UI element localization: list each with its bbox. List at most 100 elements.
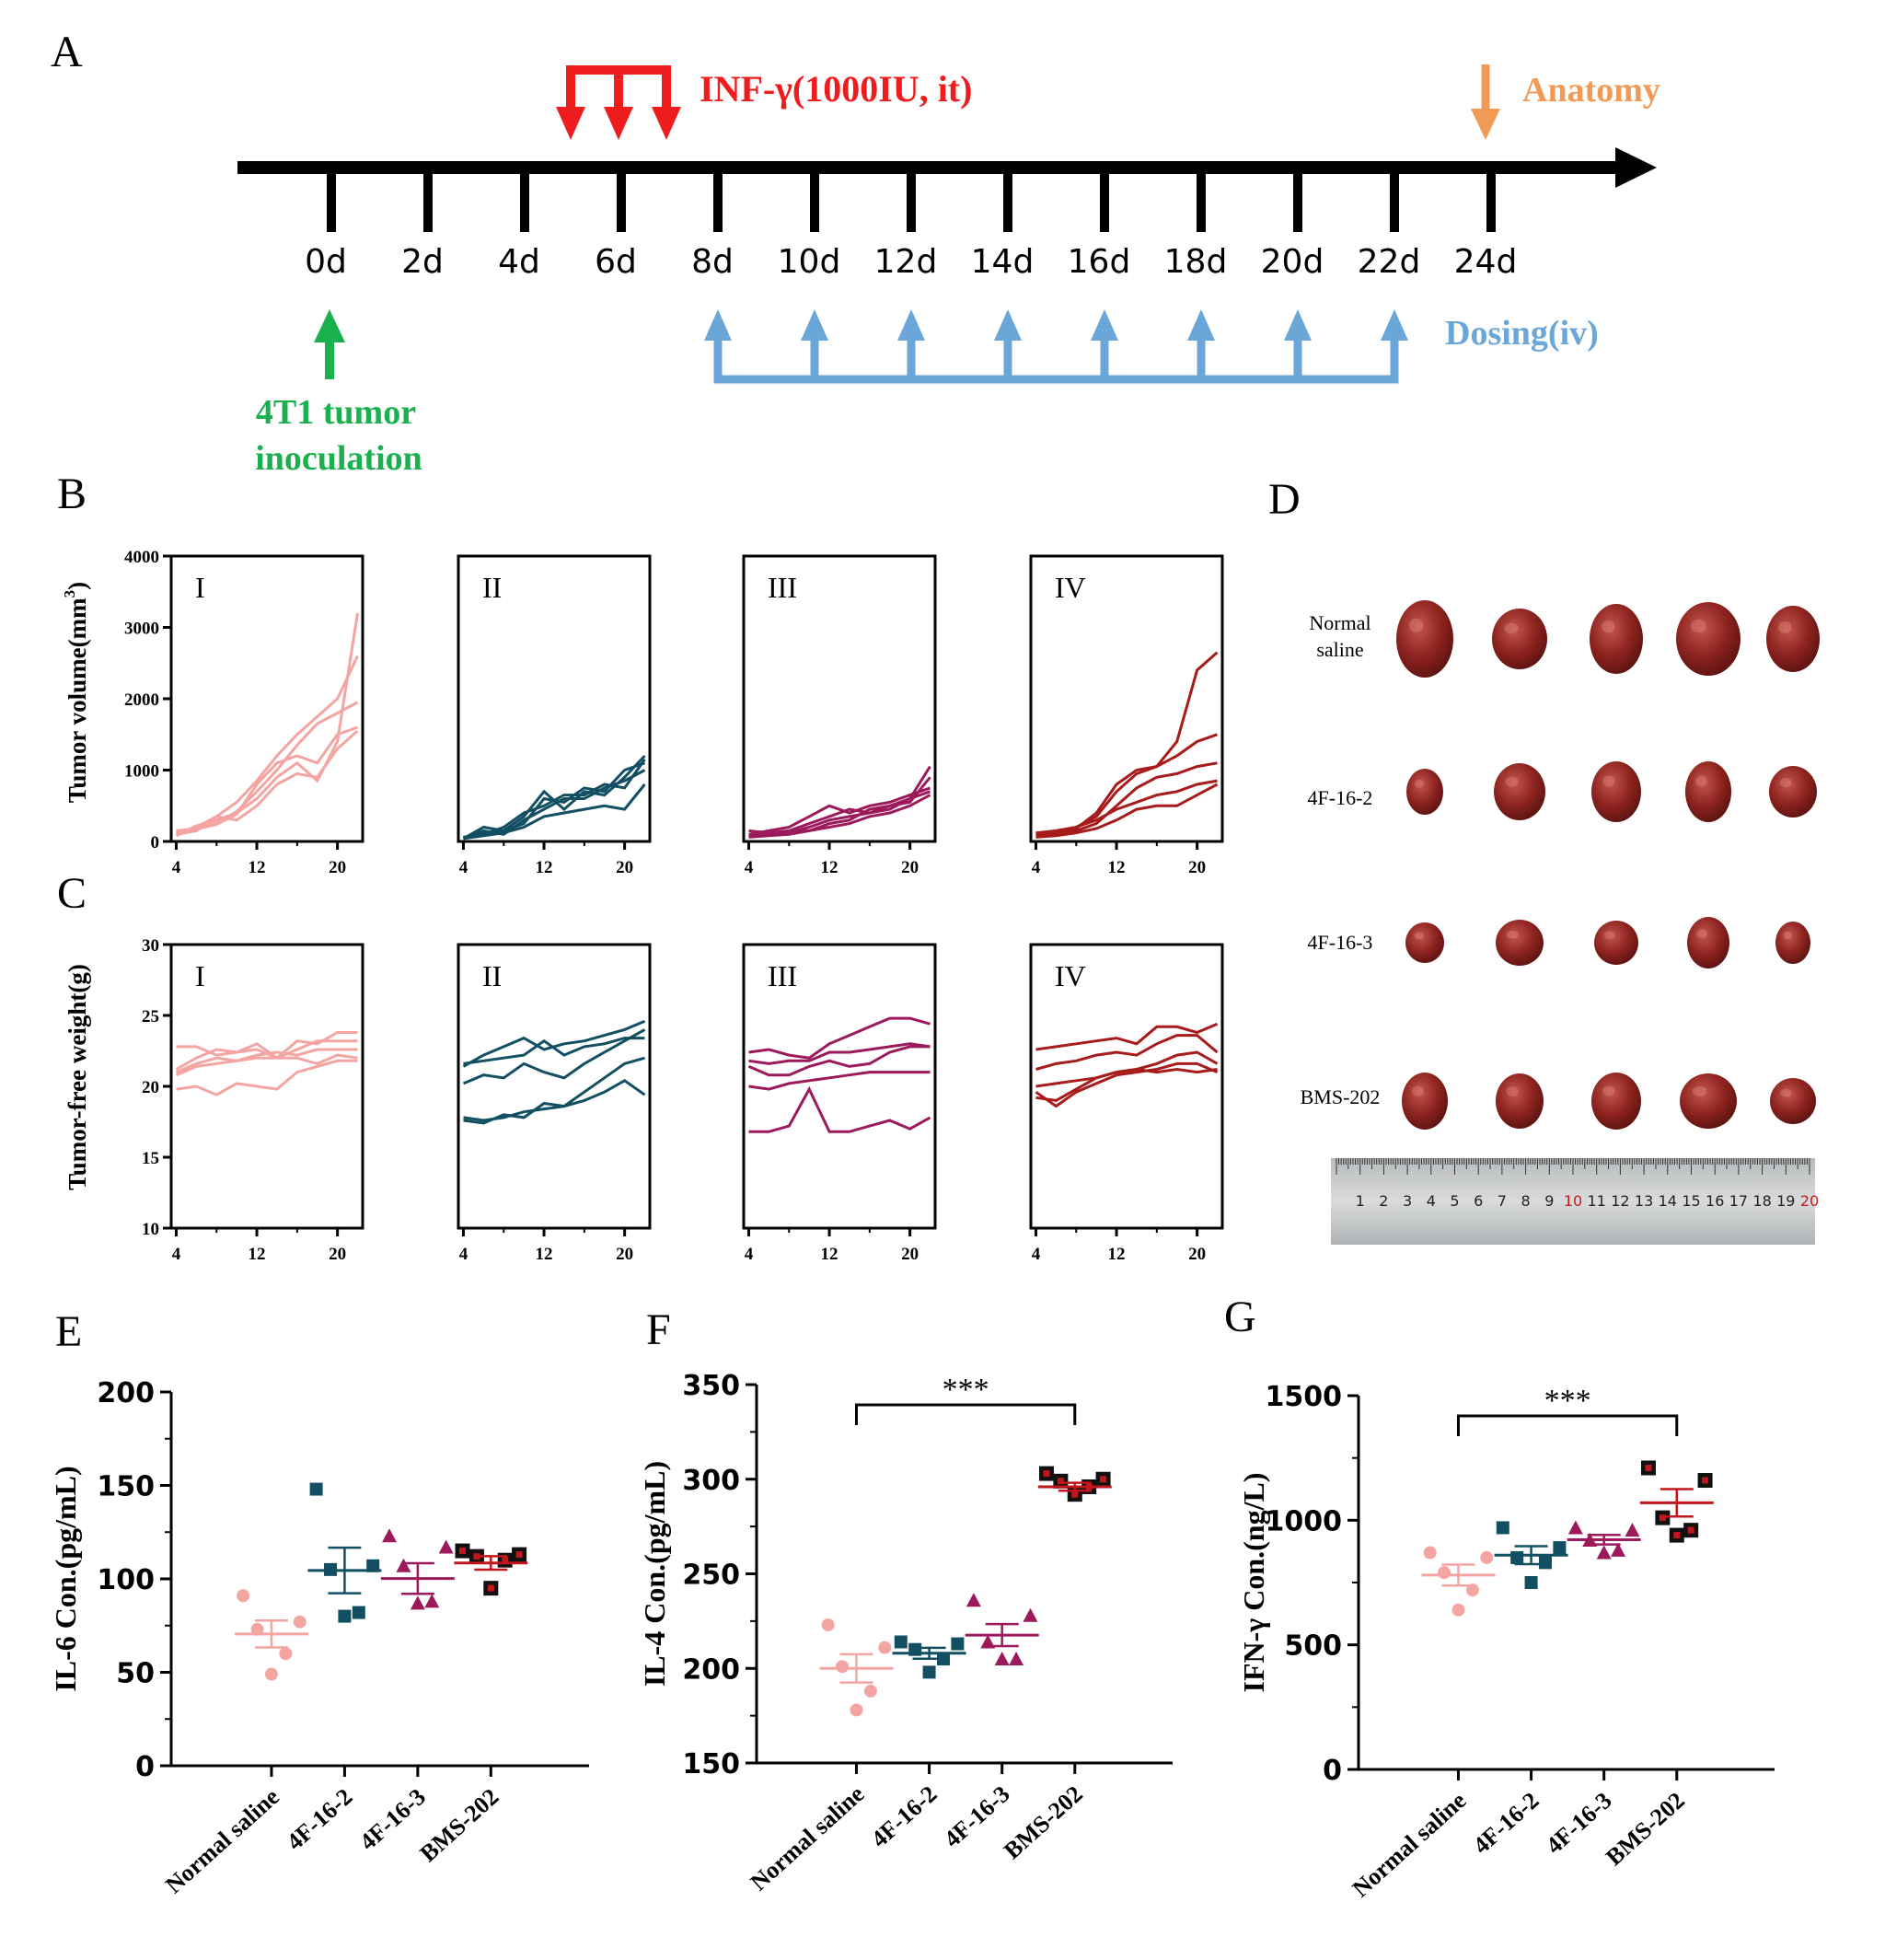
inoculation-arrow <box>314 309 345 379</box>
tumor-highlight <box>1690 619 1707 633</box>
data-point <box>1553 1541 1567 1555</box>
series-line-4 <box>176 729 359 836</box>
tumor-highlight <box>1779 778 1792 788</box>
x-tick-label: 12 <box>821 858 838 877</box>
ruler-number: 14 <box>1659 1192 1677 1210</box>
series-line-5 <box>176 725 359 833</box>
data-point <box>1423 1546 1437 1560</box>
growth-chart-weight-III: III 4 12 20 <box>742 943 937 1264</box>
tumor-specimen <box>1402 1073 1448 1130</box>
category-label: Normal saline <box>160 1783 284 1898</box>
dosing-arrowhead <box>704 309 732 341</box>
cytokine-chart-F: 150 200 250 300 350 IL-4 Con.(pg/mL) Normal sa… <box>638 1370 1173 1896</box>
ruler-number: 18 <box>1752 1192 1771 1210</box>
y-tick-label: 3000 <box>124 620 159 639</box>
series-line-5 <box>1035 1067 1218 1102</box>
growth-chart-volume-II: II 4 12 20 <box>457 554 652 877</box>
data-point <box>994 1651 1010 1665</box>
data-point <box>966 1593 981 1607</box>
y-tick-label: 10 <box>142 1220 159 1239</box>
y-tick-label: 1500 <box>1266 1381 1343 1413</box>
data-point-center <box>1702 1477 1709 1484</box>
data-point-center <box>515 1551 523 1559</box>
growth-chart-weight-IV: IV 4 12 20 <box>1029 943 1224 1264</box>
ruler-number: 15 <box>1682 1192 1700 1210</box>
growth-chart-volume-I: I 4 12 20 0 1000 2000 3000 4000 <box>124 548 364 877</box>
dosing-arrowhead <box>994 309 1022 341</box>
data-point <box>1451 1603 1465 1617</box>
data-point-center <box>1659 1514 1666 1522</box>
group-label: III <box>768 959 797 992</box>
significance-bracket <box>854 1403 1077 1425</box>
ruler-number: 20 <box>1800 1192 1819 1210</box>
tumor-highlight <box>1408 618 1424 632</box>
series-line-2 <box>463 759 646 839</box>
x-tick-label: 20 <box>901 858 919 877</box>
x-tick-label: 12 <box>249 1245 266 1264</box>
data-point <box>1480 1550 1494 1564</box>
tumor-highlight <box>1506 1086 1519 1096</box>
series-line-3 <box>1035 1050 1219 1088</box>
category-label: 4F-16-2 <box>1468 1787 1544 1860</box>
y-axis-label: IFN-γ Con.(ng/L) <box>1237 1473 1270 1693</box>
tumor-specimen <box>1405 922 1444 963</box>
x-tick-label: 4 <box>459 1245 468 1264</box>
ruler: 1 2 3 4 5 6 7 8 9 10 11 12 13 14 15 16 17 18 19 20 <box>1331 1158 1819 1245</box>
inf-gamma-label: INF-γ(1000IU, it) <box>700 68 972 110</box>
y-tick-label: 30 <box>142 936 159 956</box>
group-label: I <box>195 959 205 992</box>
panel-letter-g: G <box>1224 1293 1256 1341</box>
x-tick-label: 20 <box>1188 1245 1206 1264</box>
y-tick-label: 1000 <box>1266 1505 1343 1537</box>
tumor-specimen <box>1591 1073 1641 1130</box>
ruler-number: 10 <box>1564 1192 1582 1210</box>
inoculation-label-line1: 4T1 tumor <box>256 393 416 432</box>
tumor-highlight <box>1415 779 1424 788</box>
data-point <box>850 1703 863 1717</box>
tumor-highlight <box>1695 775 1707 787</box>
series-line-5 <box>1035 783 1219 839</box>
timeline-day-label: 0d <box>305 243 347 281</box>
tumor-highlight <box>1783 931 1793 940</box>
growth-chart-weight-II: II 4 12 20 <box>457 943 652 1264</box>
y-tick-label: 250 <box>682 1560 740 1592</box>
tumor-specimen <box>1766 606 1820 672</box>
y-tick-label: 150 <box>682 1748 740 1780</box>
ruler-number: 6 <box>1474 1192 1483 1210</box>
volume-y-axis-label: Tumor volume(mm3) <box>61 582 91 803</box>
data-point <box>264 1667 278 1681</box>
x-tick-label: 12 <box>536 858 553 877</box>
data-point <box>1009 1651 1024 1665</box>
data-point <box>279 1647 293 1661</box>
timeline-day-label: 14d <box>971 243 1035 281</box>
series-line-3 <box>747 1045 931 1077</box>
tumor-specimen <box>1496 1073 1544 1129</box>
x-tick-label: 4 <box>459 858 468 877</box>
data-point <box>863 1684 877 1698</box>
ruler-number: 17 <box>1729 1192 1748 1210</box>
photo-row-label-bms202: BMS-202 <box>1301 1085 1381 1108</box>
volume-y-axis-label-sup: 3 <box>61 590 78 598</box>
group-label: III <box>768 571 797 604</box>
y-tick-label: 150 <box>97 1471 155 1503</box>
x-tick-label: 4 <box>1032 858 1041 877</box>
dosing-label: Dosing(iv) <box>1445 314 1599 353</box>
x-tick-label: 12 <box>1108 858 1126 877</box>
dosing-arrowhead <box>801 309 828 341</box>
timeline-day-label: 20d <box>1261 243 1324 281</box>
cytokine-chart-E: 0 50 100 150 200 IL-6 Con.(pg/mL) Normal salin… <box>49 1377 589 1898</box>
significance-label: *** <box>942 1373 989 1407</box>
plot-frame <box>457 554 652 843</box>
series-line-1 <box>463 754 646 840</box>
data-point <box>338 1609 352 1623</box>
inoculation-label-line2: inoculation <box>255 439 422 478</box>
data-point-center <box>487 1584 494 1592</box>
group-label: I <box>195 571 205 604</box>
tumor-specimen <box>1770 1078 1816 1124</box>
data-point <box>250 1622 264 1636</box>
series-line-4 <box>1035 779 1218 837</box>
plot-frame <box>1029 554 1224 843</box>
dosing-arrowhead <box>897 309 925 341</box>
